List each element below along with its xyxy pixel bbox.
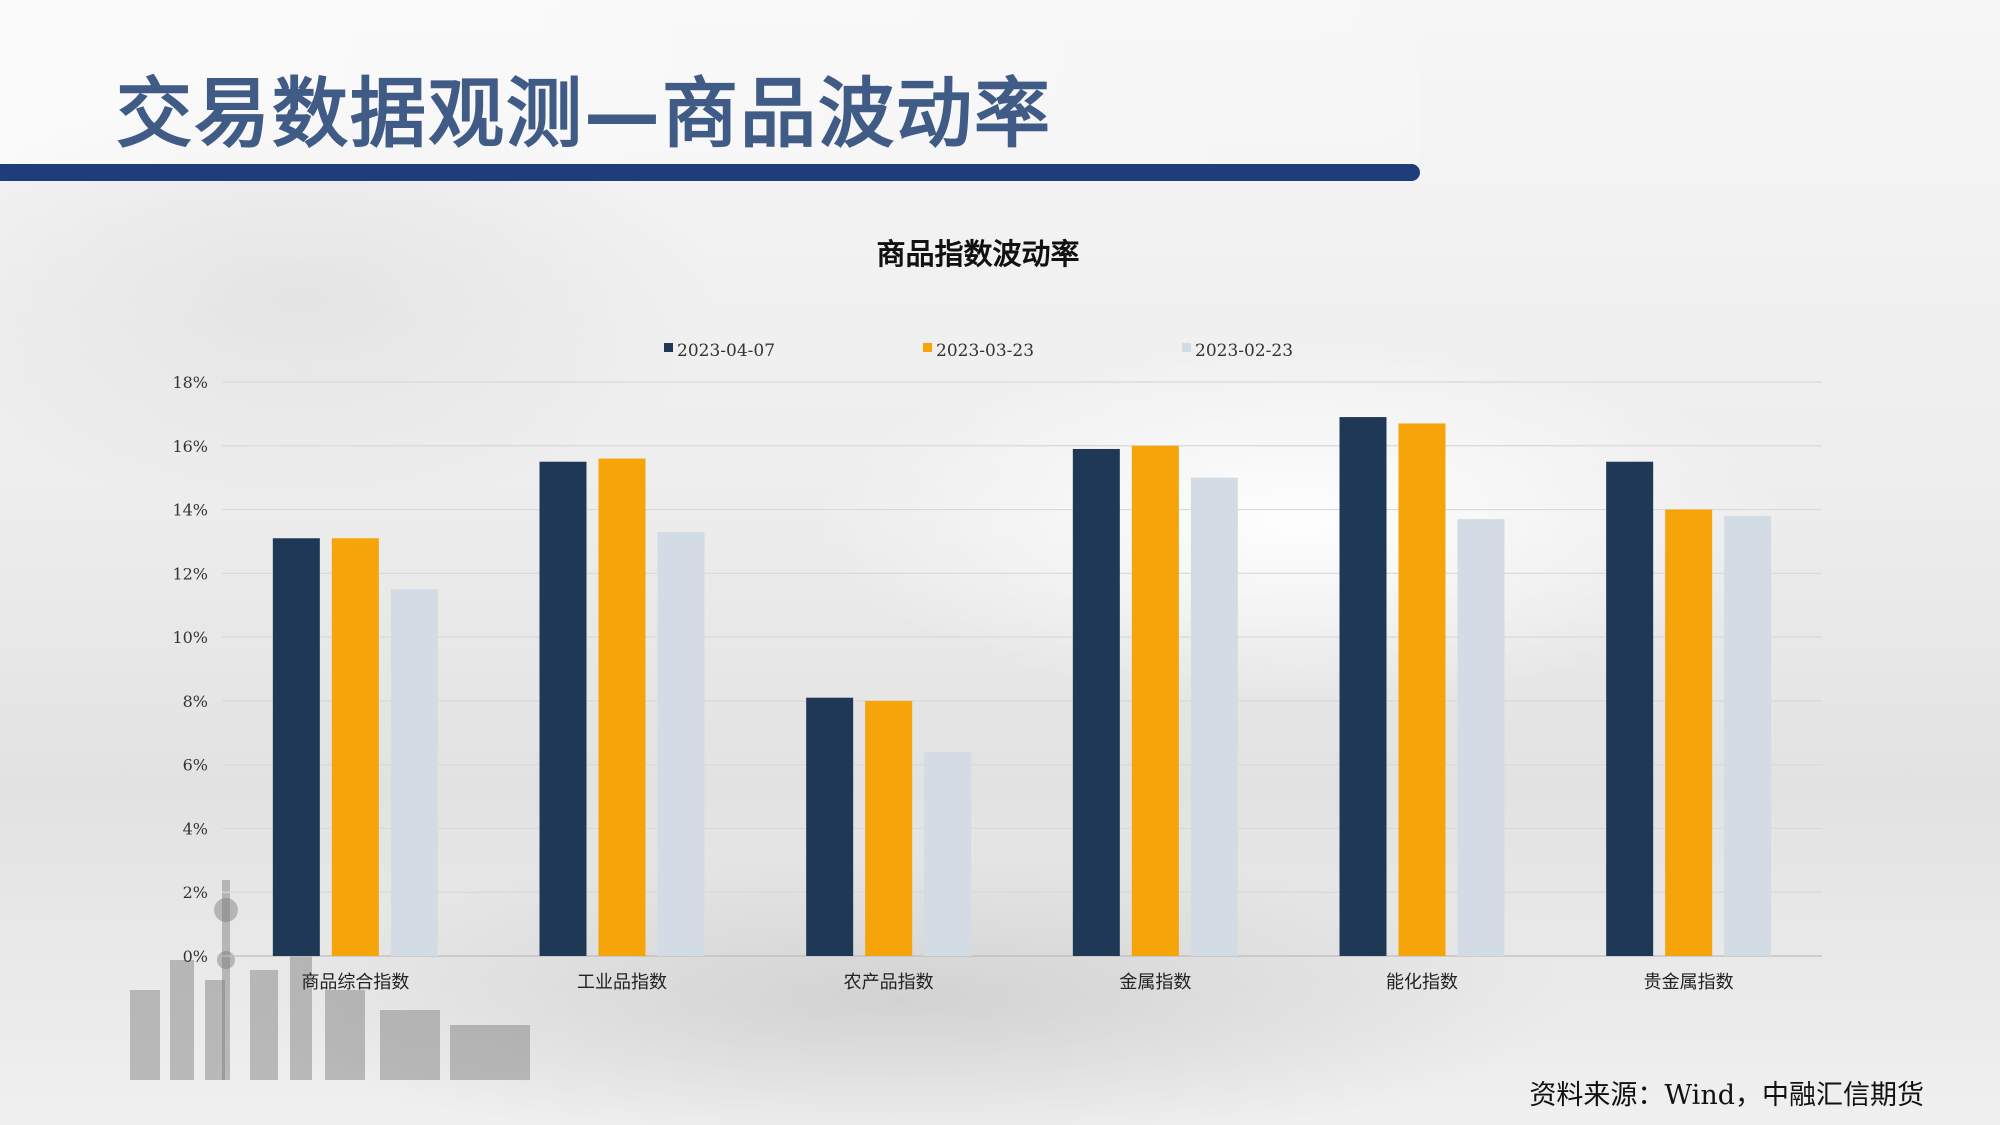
legend-label: 2023-03-23 bbox=[936, 341, 1034, 361]
y-tick-label: 4% bbox=[183, 819, 208, 838]
bar-2023-02-23-金属指数 bbox=[1190, 477, 1238, 956]
page-title: 交易数据观测—商品波动率 bbox=[116, 69, 1052, 158]
chart-legend: 2023-04-07 2023-03-23 2023-02-23 bbox=[664, 341, 1293, 361]
source-note: 资料来源：Wind，中融汇信期货 bbox=[1529, 1080, 1924, 1111]
y-tick-label: 8% bbox=[183, 692, 208, 711]
y-tick-label: 18% bbox=[172, 373, 208, 392]
x-category-label: 金属指数 bbox=[1119, 972, 1191, 993]
y-axis-ticks: 0% 2% 4% 6% 8% 10% 12% 14% 16% 18% bbox=[172, 373, 208, 966]
bar-2023-02-23-工业品指数 bbox=[657, 531, 705, 956]
legend-label: 2023-02-23 bbox=[1195, 341, 1293, 361]
x-category-label: 商品综合指数 bbox=[301, 972, 409, 993]
bar-2023-02-23-贵金属指数 bbox=[1724, 515, 1772, 956]
bar-2023-03-23-能化指数 bbox=[1398, 423, 1446, 956]
legend-swatch bbox=[1182, 343, 1191, 352]
y-tick-label: 2% bbox=[183, 883, 208, 902]
x-category-label: 工业品指数 bbox=[577, 972, 667, 993]
y-tick-label: 0% bbox=[183, 947, 208, 966]
x-axis-categories: 商品综合指数 工业品指数 农产品指数 金属指数 能化指数 贵金属指数 bbox=[301, 972, 1733, 993]
chart-bars bbox=[272, 417, 1772, 957]
bar-2023-04-07-贵金属指数 bbox=[1606, 461, 1654, 956]
chart-gridlines bbox=[222, 381, 1822, 957]
y-tick-label: 6% bbox=[183, 756, 208, 775]
legend-swatch bbox=[923, 343, 932, 352]
bar-2023-02-23-农产品指数 bbox=[924, 751, 972, 956]
bar-2023-03-23-贵金属指数 bbox=[1665, 509, 1713, 956]
y-tick-label: 14% bbox=[172, 501, 208, 520]
y-tick-label: 16% bbox=[172, 437, 208, 456]
bar-2023-02-23-能化指数 bbox=[1457, 519, 1505, 956]
bar-2023-03-23-工业品指数 bbox=[598, 458, 646, 956]
bar-2023-02-23-商品综合指数 bbox=[390, 589, 438, 956]
y-tick-label: 12% bbox=[172, 564, 208, 583]
bar-2023-03-23-农产品指数 bbox=[865, 700, 913, 956]
bar-2023-04-07-金属指数 bbox=[1072, 448, 1120, 956]
y-tick-label: 10% bbox=[172, 628, 208, 647]
bar-2023-04-07-农产品指数 bbox=[806, 697, 854, 956]
bar-2023-03-23-商品综合指数 bbox=[331, 538, 379, 956]
bar-2023-04-07-商品综合指数 bbox=[272, 538, 320, 956]
title-band bbox=[0, 0, 1420, 176]
bar-2023-04-07-能化指数 bbox=[1339, 417, 1387, 957]
chart-title: 商品指数波动率 bbox=[876, 237, 1079, 271]
x-category-label: 农产品指数 bbox=[844, 972, 934, 993]
bar-2023-03-23-金属指数 bbox=[1131, 445, 1179, 956]
legend-swatch bbox=[664, 343, 673, 352]
legend-label: 2023-04-07 bbox=[677, 341, 775, 361]
x-category-label: 能化指数 bbox=[1386, 972, 1458, 993]
x-category-label: 贵金属指数 bbox=[1644, 972, 1734, 993]
bar-2023-04-07-工业品指数 bbox=[539, 461, 587, 956]
title-underline-bar bbox=[0, 164, 1420, 181]
